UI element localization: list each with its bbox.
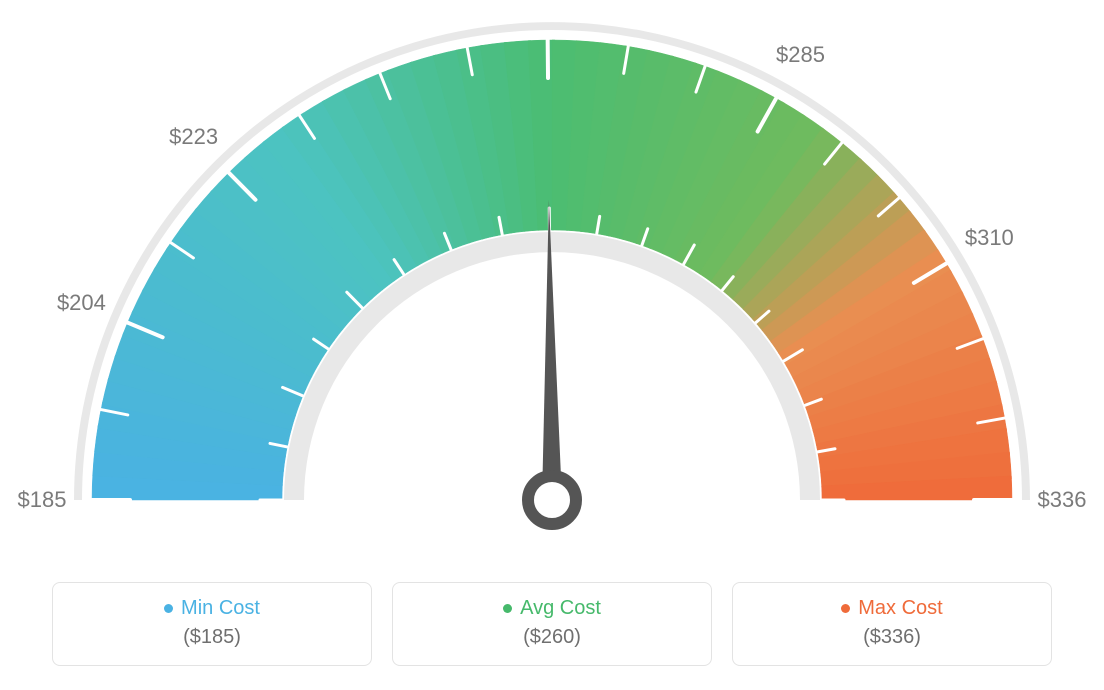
gauge-tick-label: $336 xyxy=(1038,487,1087,513)
gauge-tick-label: $223 xyxy=(169,124,218,150)
gauge-svg xyxy=(0,0,1104,560)
legend-value: ($336) xyxy=(751,626,1033,649)
gauge-tick-label: $260 xyxy=(523,0,572,3)
cost-gauge-chart: $185 $204 $223 $260 $285 $310 $336 xyxy=(0,0,1104,560)
legend-title: Avg Cost xyxy=(520,597,601,620)
legend-title-row: Min Cost xyxy=(71,597,353,620)
gauge-tick-label: $285 xyxy=(776,42,825,68)
gauge-tick-label: $310 xyxy=(965,225,1014,251)
legend-card-max: Max Cost ($336) xyxy=(732,582,1052,666)
legend-dot-icon xyxy=(503,604,512,613)
legend-value: ($260) xyxy=(411,626,693,649)
gauge-needle-hub xyxy=(528,476,576,524)
legend-value: ($185) xyxy=(71,626,353,649)
legend-card-avg: Avg Cost ($260) xyxy=(392,582,712,666)
gauge-tick-label: $204 xyxy=(57,290,106,316)
legend-title-row: Avg Cost xyxy=(411,597,693,620)
gauge-tick-label: $185 xyxy=(18,487,67,513)
legend-title: Max Cost xyxy=(858,597,942,620)
legend-card-min: Min Cost ($185) xyxy=(52,582,372,666)
legend-row: Min Cost ($185) Avg Cost ($260) Max Cost ($33… xyxy=(0,582,1104,666)
legend-dot-icon xyxy=(164,604,173,613)
legend-title-row: Max Cost xyxy=(751,597,1033,620)
legend-title: Min Cost xyxy=(181,597,260,620)
legend-dot-icon xyxy=(841,604,850,613)
